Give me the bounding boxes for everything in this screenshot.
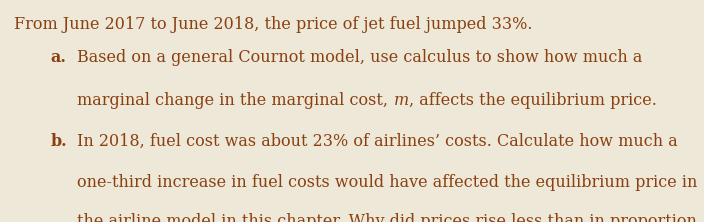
Text: the airline model in this chapter. Why did prices rise less than in proportion: the airline model in this chapter. Why d… xyxy=(77,213,698,222)
Text: Based on a general Cournot model, use calculus to show how much a: Based on a general Cournot model, use ca… xyxy=(77,49,643,66)
Text: b.: b. xyxy=(51,133,68,150)
Text: m: m xyxy=(394,92,409,109)
Text: , affects the equilibrium price.: , affects the equilibrium price. xyxy=(409,92,657,109)
Text: In 2018, fuel cost was about 23% of airlines’ costs. Calculate how much a: In 2018, fuel cost was about 23% of airl… xyxy=(77,133,678,150)
Text: marginal change in the marginal cost,: marginal change in the marginal cost, xyxy=(77,92,394,109)
Text: a.: a. xyxy=(51,49,67,66)
Text: one-third increase in fuel costs would have affected the equilibrium price in: one-third increase in fuel costs would h… xyxy=(77,174,698,191)
Text: From June 2017 to June 2018, the price of jet fuel jumped 33%.: From June 2017 to June 2018, the price o… xyxy=(14,16,533,33)
